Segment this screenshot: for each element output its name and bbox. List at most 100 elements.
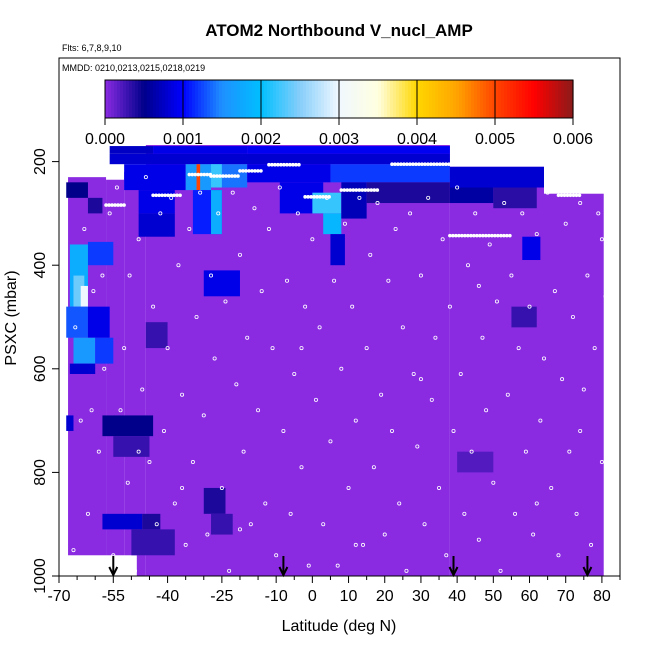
heatmap-cell <box>73 337 96 364</box>
flight-track-point <box>565 193 570 198</box>
flight-track-point <box>577 193 582 198</box>
sample-point <box>480 335 485 340</box>
sample-point <box>437 485 442 490</box>
sample-point <box>310 237 315 242</box>
sample-point <box>411 371 416 376</box>
colorbar-swatch <box>510 80 514 118</box>
sample-point <box>469 449 474 454</box>
flight-track-point <box>496 233 500 238</box>
colorbar-swatch <box>150 80 154 118</box>
flight-track-point <box>420 162 424 166</box>
colorbar-swatch <box>459 80 463 118</box>
colorbar-swatch <box>519 80 523 118</box>
flight-track-point <box>375 188 380 192</box>
flight-track-point <box>224 174 228 178</box>
sample-point <box>102 366 107 371</box>
colorbar-swatch <box>255 80 259 118</box>
colorbar-swatch <box>435 80 439 118</box>
sample-point <box>357 195 362 200</box>
flight-track-point <box>574 193 579 198</box>
colorbar-swatch <box>141 80 145 118</box>
colorbar-swatch <box>201 80 205 118</box>
sample-point <box>328 439 333 444</box>
sample-point <box>201 413 206 418</box>
sample-point <box>288 511 293 516</box>
sample-point <box>194 314 199 319</box>
colorbar-swatch <box>327 80 331 118</box>
flight-track-point <box>190 172 195 177</box>
flight-track-point <box>77 157 82 161</box>
colorbar-tick-label: 0.001 <box>163 131 203 148</box>
sample-point <box>183 542 188 547</box>
x-tick-label: 30 <box>412 588 430 605</box>
flight-track-point <box>562 193 567 198</box>
heatmap-cell <box>145 322 168 349</box>
sample-point <box>241 449 246 454</box>
sample-point <box>234 382 239 387</box>
dates-label: MMDD: 0210,0213,0215,0218,0219 <box>62 63 205 73</box>
flight-track-point <box>556 193 561 198</box>
sample-point <box>306 563 311 568</box>
colorbar-swatch <box>159 80 163 118</box>
x-tick-label: 80 <box>593 588 611 605</box>
no-data-region <box>66 555 137 576</box>
sample-point <box>64 169 69 174</box>
flight-track-point <box>276 162 280 167</box>
heatmap-cell <box>522 236 541 261</box>
sample-point <box>563 221 568 226</box>
colorbar-swatch <box>486 80 490 118</box>
sample-point <box>324 195 329 200</box>
sample-point <box>259 289 264 294</box>
colorbar-swatch <box>543 80 547 118</box>
colorbar-swatch <box>315 80 319 118</box>
flight-track-point <box>451 233 455 238</box>
colorbar-swatch <box>285 80 289 118</box>
flight-track-point <box>205 172 210 177</box>
colorbar-swatch <box>438 80 442 118</box>
sample-point <box>212 356 217 361</box>
sample-point <box>603 294 608 299</box>
sample-point <box>531 532 536 537</box>
colorbar-swatch <box>420 80 424 118</box>
flight-tracks <box>71 152 582 238</box>
sample-point <box>248 522 253 527</box>
sample-point <box>596 211 601 216</box>
sample-point <box>118 408 123 413</box>
sample-point <box>574 511 579 516</box>
colorbar-swatch <box>252 80 256 118</box>
sample-point <box>361 542 366 547</box>
flight-track-point <box>230 174 234 178</box>
sample-point <box>303 304 308 309</box>
sample-point <box>502 201 507 206</box>
sample-point <box>187 226 192 231</box>
sample-point <box>127 273 132 278</box>
colorbar-swatch <box>339 80 343 118</box>
sample-point <box>85 511 90 516</box>
sample-point <box>523 449 528 454</box>
colorbar-swatch <box>531 80 535 118</box>
colorbar-swatch <box>507 80 511 118</box>
colorbar-swatch <box>330 80 334 118</box>
flight-track-point <box>429 162 433 166</box>
colorbar-swatch <box>393 80 397 118</box>
flight-track-point <box>318 195 322 199</box>
colorbar-swatch <box>342 80 346 118</box>
flight-track-point <box>568 193 573 198</box>
flight-track-point <box>202 172 207 177</box>
colorbar-swatch <box>189 80 193 118</box>
colorbar-swatch <box>501 80 505 118</box>
colorbar-swatch <box>264 80 268 118</box>
sample-point <box>484 408 489 413</box>
sample-point <box>364 346 369 351</box>
sample-point <box>270 346 275 351</box>
flight-track-point <box>348 188 353 192</box>
sample-point <box>418 377 423 382</box>
colorbar-swatch <box>168 80 172 118</box>
heatmap-cell <box>113 436 150 457</box>
sample-point <box>165 346 170 351</box>
sample-point <box>82 226 87 231</box>
sample-point <box>520 211 525 216</box>
x-tick-label: -10 <box>265 588 288 605</box>
flight-track-point <box>417 162 421 166</box>
